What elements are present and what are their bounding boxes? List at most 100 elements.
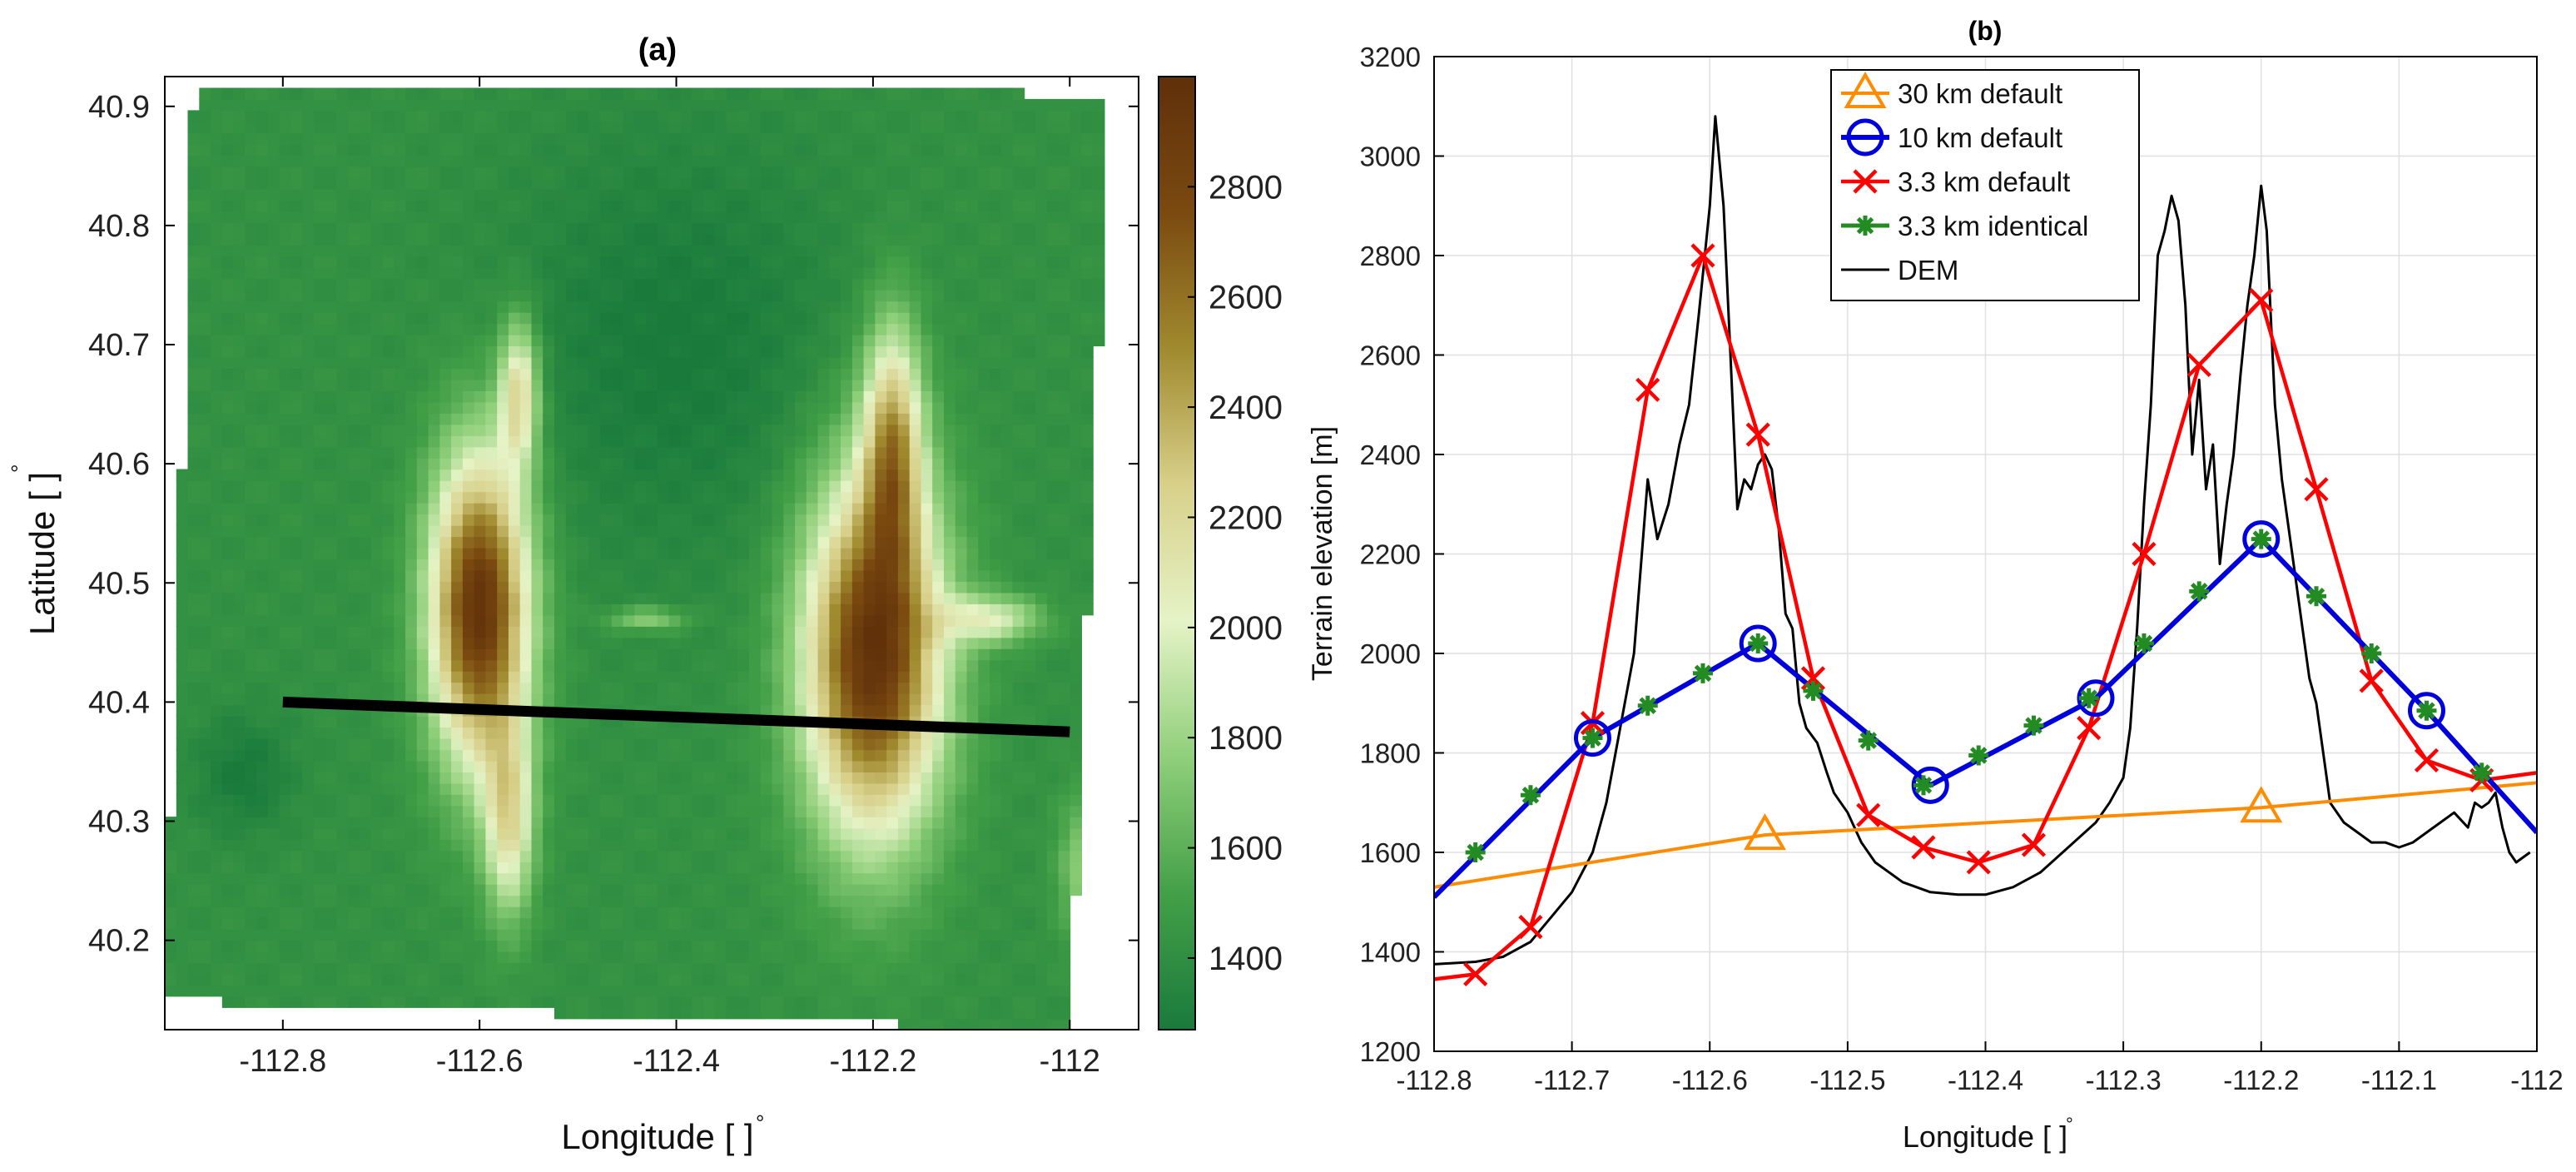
map-cell xyxy=(646,985,658,997)
map-cell xyxy=(187,581,201,593)
map-cell xyxy=(405,155,418,167)
map-cell xyxy=(817,334,831,347)
map-cell xyxy=(267,524,280,538)
map-cell xyxy=(543,727,555,739)
map-cell xyxy=(817,424,831,436)
map-cell xyxy=(439,614,452,627)
map-cell xyxy=(211,479,223,493)
map-cell xyxy=(221,390,235,403)
map-cell xyxy=(600,256,613,268)
map-cell xyxy=(382,592,395,604)
map-cell xyxy=(382,536,395,549)
map-cell xyxy=(428,637,441,649)
map-cell xyxy=(795,1007,807,1020)
map-cell xyxy=(256,390,269,403)
map-cell xyxy=(692,211,704,223)
map-cell xyxy=(313,188,326,201)
map-cell xyxy=(508,311,521,325)
map-cell xyxy=(211,132,223,145)
map-cell xyxy=(841,928,853,941)
map-cell xyxy=(623,1007,636,1020)
map-cell xyxy=(325,424,338,436)
map-cell xyxy=(817,155,831,167)
map-cell xyxy=(313,323,326,335)
map-cell xyxy=(267,648,280,661)
map-cell xyxy=(600,670,613,683)
map-cell xyxy=(772,861,785,874)
map-cell xyxy=(783,704,796,717)
map-cell xyxy=(508,514,521,526)
map-cell xyxy=(519,895,533,907)
map-cell xyxy=(806,323,819,335)
map-cell xyxy=(680,200,692,212)
map-cell xyxy=(405,345,418,358)
map-cell xyxy=(623,592,636,604)
map-cell xyxy=(313,827,326,840)
map-cell xyxy=(783,693,796,706)
map-cell xyxy=(370,737,384,751)
map-cell xyxy=(508,547,521,560)
map-cell xyxy=(199,614,211,627)
map-cell xyxy=(737,850,750,862)
map-cell xyxy=(668,211,682,223)
map-cell xyxy=(221,211,235,223)
map-cell xyxy=(233,424,246,436)
map-cell xyxy=(302,872,315,885)
map-cell xyxy=(313,98,326,112)
map-cell xyxy=(634,760,647,772)
map-cell xyxy=(325,379,338,391)
map-cell xyxy=(451,435,464,448)
map-cell xyxy=(245,479,257,493)
map-cell xyxy=(267,805,280,817)
map-cell xyxy=(623,334,636,347)
map-cell xyxy=(554,155,567,167)
map-cell xyxy=(233,446,246,459)
map-cell xyxy=(600,479,613,493)
map-cell xyxy=(382,424,395,436)
map-cell xyxy=(543,682,555,694)
map-cell xyxy=(485,727,498,739)
map-cell xyxy=(519,300,533,313)
map-cell xyxy=(600,749,613,762)
map-cell xyxy=(588,177,601,190)
map-cell xyxy=(325,581,338,593)
map-cell xyxy=(211,177,223,190)
map-cell xyxy=(370,413,384,425)
map-cell xyxy=(290,311,303,325)
map-cell xyxy=(737,401,750,414)
map-cell xyxy=(623,940,636,952)
map-cell xyxy=(497,760,509,772)
map-cell xyxy=(565,872,578,885)
map-cell xyxy=(233,311,246,325)
map-cell xyxy=(726,940,739,952)
map-cell xyxy=(474,177,487,190)
map-cell xyxy=(634,211,647,223)
map-cell xyxy=(726,693,739,706)
map-cell xyxy=(245,233,257,246)
map-cell xyxy=(783,794,796,807)
map-cell xyxy=(760,569,773,582)
map-cell xyxy=(519,435,533,448)
map-cell xyxy=(668,850,682,862)
map-cell xyxy=(428,110,441,122)
map-cell xyxy=(394,614,406,627)
map-cell xyxy=(405,222,418,235)
map-cell xyxy=(267,424,280,436)
map-cell xyxy=(702,559,716,571)
map-cell xyxy=(382,245,395,257)
map-cell xyxy=(439,401,452,414)
map-cell xyxy=(221,300,235,313)
map-cell xyxy=(187,211,201,223)
map-cell xyxy=(543,87,555,100)
map-cell xyxy=(325,659,338,672)
map-cell xyxy=(806,413,819,425)
map-cell xyxy=(565,334,578,347)
map-cell xyxy=(680,211,692,223)
map-cell xyxy=(692,155,704,167)
map-cell xyxy=(531,592,544,604)
map-cell xyxy=(795,839,807,852)
map-cell xyxy=(348,760,360,772)
map-cell xyxy=(405,817,418,829)
map-cell xyxy=(508,715,521,728)
map-cell xyxy=(588,592,601,604)
